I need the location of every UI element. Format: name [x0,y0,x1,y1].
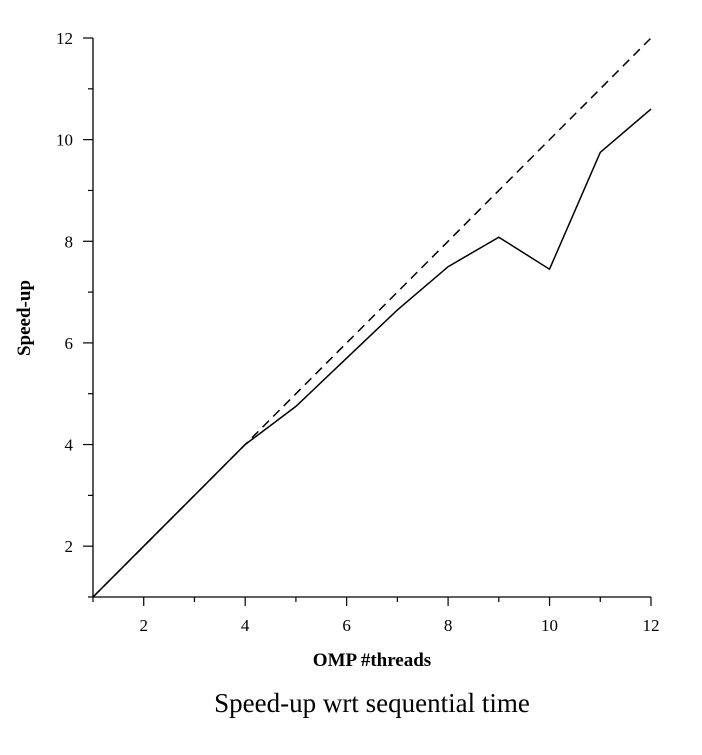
y-tick-label: 8 [65,232,74,251]
x-tick-label: 2 [139,616,148,635]
axes: 2 4 6 8 10 12 2 4 6 8 10 12 [56,29,660,635]
series-group [92,37,652,598]
y-tick-label: 6 [65,334,74,353]
x-tick-label: 12 [643,616,660,635]
x-tick-label: 4 [241,616,250,635]
y-axis-label: Speed-up [14,280,35,356]
y-tick-label: 2 [65,537,74,556]
x-axis-label: OMP #threads [313,650,431,671]
x-tick-label: 8 [444,616,453,635]
x-tick-label: 10 [541,616,558,635]
measured-speedup-line [92,108,652,598]
y-tick-label: 10 [56,131,73,150]
chart-caption: Speed-up wrt sequential time [214,688,530,718]
y-tick-label: 12 [56,29,73,48]
ideal-speedup-line [92,37,652,598]
y-tick-label: 4 [65,436,74,455]
x-tick-label: 6 [342,616,351,635]
